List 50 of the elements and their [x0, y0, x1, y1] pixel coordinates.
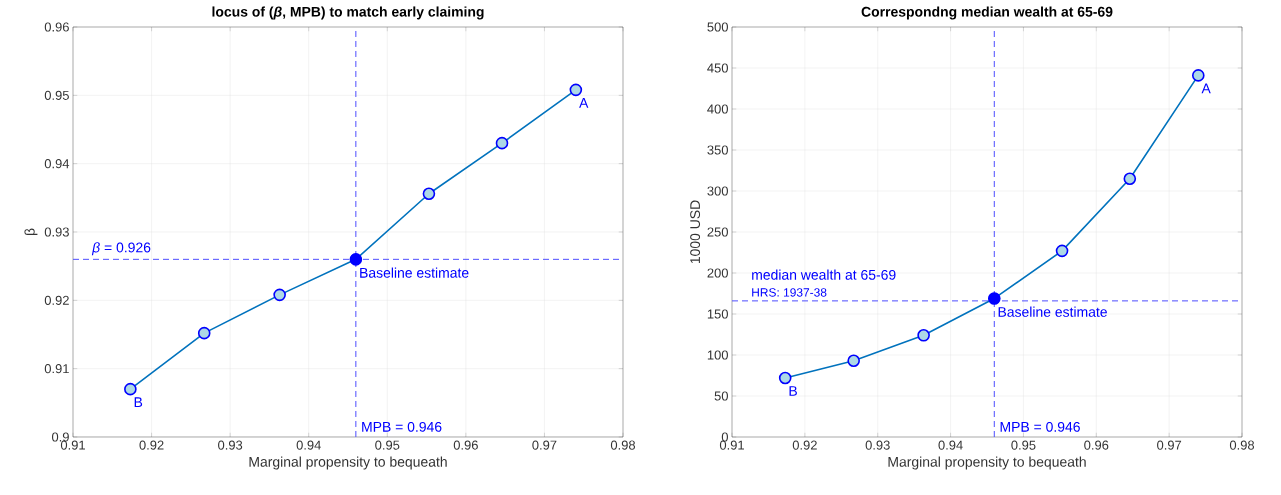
y-tick-label: 0.95 — [44, 90, 69, 100]
y-tick-label: 0.9 — [51, 432, 69, 442]
y-tick-label: 0.92 — [44, 295, 69, 305]
annotation: A — [579, 98, 589, 108]
ref-line-label: MPB = 0.946 — [362, 421, 442, 432]
x-tick-label: 0.97 — [532, 440, 557, 450]
y-axis-title: β — [24, 228, 38, 236]
ref-line-label: β = 0.926 — [91, 242, 151, 256]
x-tick-label: 0.98 — [610, 440, 636, 450]
y-tick-label: 450 — [707, 63, 728, 73]
y-tick-label: 0.96 — [44, 22, 69, 32]
x-tick-label: 0.93 — [865, 440, 890, 450]
annotation: A — [1201, 83, 1211, 94]
x-tick-label: 0.94 — [938, 440, 963, 450]
annotation: B — [789, 386, 797, 396]
x-tick-label: 0.97 — [1157, 440, 1182, 450]
y-tick-label: 250 — [707, 227, 728, 237]
x-axis-title: Marginal propensity to bequeath — [888, 456, 1086, 470]
y-tick-label: 400 — [707, 104, 728, 114]
annotation: Baseline estimate — [360, 267, 469, 278]
y-tick-label: 350 — [707, 145, 728, 155]
annotation: B — [134, 397, 143, 407]
y-tick-label: 0.91 — [44, 364, 69, 374]
y-tick-label: 150 — [707, 309, 728, 319]
y-tick-label: 50 — [714, 391, 728, 401]
x-tick-label: 0.96 — [453, 440, 478, 450]
x-tick-label: 0.96 — [1084, 440, 1109, 450]
x-tick-label: 0.92 — [139, 440, 164, 450]
x-tick-label: 0.94 — [296, 440, 321, 450]
y-tick-label: 500 — [707, 22, 728, 32]
y-tick-label: 0.93 — [44, 227, 69, 237]
chart-title: Correspondng median wealth at 65-69 — [861, 6, 1113, 20]
x-tick-label: 0.95 — [1011, 440, 1036, 450]
y-tick-label: 300 — [707, 186, 728, 196]
ref-line-label: median wealth at 65-69 — [752, 269, 896, 280]
x-tick-label: 0.91 — [60, 440, 85, 450]
y-tick-label: 200 — [707, 268, 728, 278]
chart-title: locus of (β, MPB) to match early claiming — [212, 6, 484, 20]
y-axis-title: 1000 USD — [690, 200, 701, 264]
y-tick-label: 0.94 — [44, 159, 70, 169]
x-tick-label: 0.98 — [1229, 440, 1255, 450]
x-axis-title: Marginal propensity to bequeath — [249, 456, 447, 470]
x-tick-label: 0.92 — [792, 440, 817, 450]
x-tick-label: 0.95 — [375, 440, 400, 450]
annotation: HRS: 1937-38 — [752, 288, 827, 297]
x-tick-label: 0.93 — [218, 440, 243, 450]
annotation: Baseline estimate — [998, 306, 1107, 317]
y-tick-label: 0 — [721, 432, 728, 442]
ref-line-label: MPB = 0.946 — [1000, 421, 1080, 432]
y-tick-label: 100 — [707, 350, 728, 360]
